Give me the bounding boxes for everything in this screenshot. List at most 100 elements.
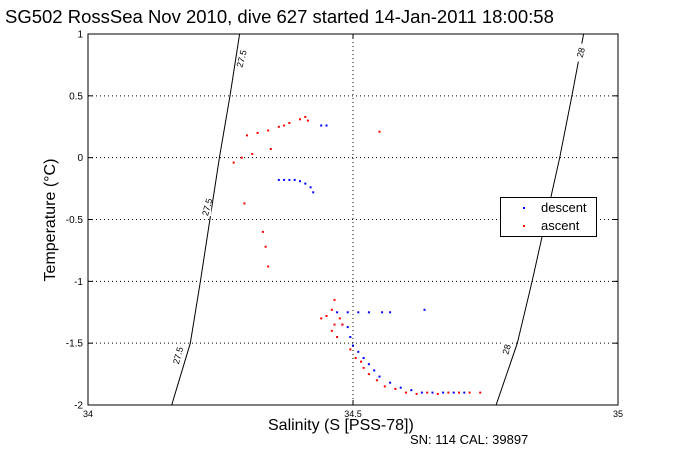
contour-label-bg — [576, 43, 585, 62]
data-point-ascent — [243, 202, 246, 205]
contour-label-bg — [502, 340, 511, 359]
data-point-descent — [336, 311, 339, 314]
data-point-descent — [373, 369, 376, 372]
data-point-ascent — [378, 130, 381, 133]
data-point-descent — [277, 178, 280, 181]
data-point-ascent — [458, 391, 460, 394]
data-point-ascent — [267, 129, 270, 132]
contour-label: 28 — [501, 343, 513, 355]
data-point-descent — [299, 180, 301, 183]
y-tick-label: 0.5 — [69, 91, 83, 102]
data-point-ascent — [354, 357, 357, 359]
footer-text: SN: 114 CAL: 39897 — [410, 432, 529, 447]
data-point-descent — [346, 326, 349, 329]
data-point-ascent — [360, 360, 362, 363]
y-tick-label: 0 — [77, 153, 83, 164]
data-point-ascent — [264, 245, 267, 248]
data-point-descent — [309, 186, 312, 189]
data-point-ascent — [306, 119, 309, 122]
data-point-descent — [423, 308, 426, 311]
data-point-descent — [431, 391, 434, 394]
data-point-ascent — [304, 115, 307, 118]
data-point-descent — [349, 336, 352, 338]
data-point-ascent — [394, 387, 397, 390]
data-point-ascent — [426, 391, 429, 394]
data-point-ascent — [383, 385, 386, 388]
data-point-ascent — [333, 323, 336, 326]
legend-marker-ascent — [523, 225, 525, 227]
contour-label-bg — [203, 198, 212, 217]
data-point-ascent — [375, 379, 378, 382]
chart-title: SG502 RossSea Nov 2010, dive 627 started… — [5, 6, 554, 27]
data-point-descent — [389, 311, 392, 314]
data-point-descent — [367, 311, 370, 314]
data-point-ascent — [267, 265, 270, 268]
data-point-ascent — [336, 336, 339, 338]
x-tick-label: 34 — [83, 409, 93, 419]
data-point-descent — [357, 350, 360, 353]
legend-label-descent: descent — [541, 200, 587, 215]
x-axis-label: Salinity (S [PSS-78]) — [268, 417, 414, 434]
contour-line-27.5 — [171, 33, 241, 406]
data-point-ascent — [232, 161, 235, 164]
data-point-descent — [381, 311, 384, 314]
data-point-ascent — [277, 125, 280, 128]
data-point-ascent — [330, 308, 333, 311]
data-point-descent — [410, 389, 413, 392]
data-point-ascent — [367, 373, 370, 376]
data-point-ascent — [269, 148, 272, 150]
data-point-descent — [357, 311, 360, 314]
data-point-ascent — [320, 317, 323, 320]
data-point-ascent — [447, 391, 450, 394]
axes-box — [87, 33, 619, 406]
data-point-ascent — [468, 391, 471, 394]
legend-marker-descent — [523, 207, 525, 209]
x-tick-label: 35 — [613, 409, 623, 419]
y-tick-label: -1 — [74, 277, 83, 288]
data-point-ascent — [288, 122, 291, 124]
legend-item-ascent: ascent — [501, 218, 596, 234]
data-point-descent — [362, 357, 365, 359]
data-point-descent — [389, 381, 392, 384]
data-point-ascent — [333, 298, 336, 301]
data-point-ascent — [341, 323, 344, 326]
contour-label-bg — [174, 346, 183, 365]
y-tick-label: 1 — [77, 30, 83, 41]
y-axis-label: Temperature (°C) — [42, 158, 59, 282]
data-point-ascent — [349, 348, 352, 351]
data-point-descent — [283, 178, 286, 181]
data-point-descent — [304, 182, 307, 185]
data-point-ascent — [325, 315, 328, 317]
y-tick-label: -2 — [74, 401, 83, 412]
data-point-descent — [346, 311, 349, 314]
contour-label: 27.5 — [200, 197, 214, 217]
data-point-ascent — [362, 366, 365, 369]
y-tick-label: -1.5 — [66, 339, 84, 350]
legend-item-descent: descent — [501, 200, 596, 216]
legend-label-ascent: ascent — [541, 218, 580, 233]
data-point-descent — [293, 178, 296, 181]
contour-label: 28 — [575, 46, 587, 58]
data-point-ascent — [256, 131, 259, 134]
legend: descent ascent — [500, 197, 597, 237]
contour-label: 27.5 — [171, 346, 185, 366]
data-point-ascent — [405, 391, 407, 394]
data-point-ascent — [299, 118, 301, 121]
data-point-descent — [367, 363, 370, 366]
data-point-ascent — [251, 153, 254, 155]
data-point-ascent — [330, 329, 333, 332]
data-point-descent — [452, 391, 455, 394]
data-point-descent — [420, 391, 423, 394]
data-point-descent — [399, 386, 402, 389]
contour-label-bg — [237, 49, 246, 68]
data-point-ascent — [415, 392, 418, 395]
data-point-ascent — [436, 392, 439, 395]
x-tick-label: 34.5 — [344, 409, 362, 419]
data-point-descent — [320, 124, 323, 127]
data-point-descent — [442, 391, 445, 394]
data-point-ascent — [479, 391, 482, 394]
data-point-descent — [463, 391, 466, 394]
data-point-descent — [352, 344, 354, 347]
contour-label: 27.5 — [235, 49, 249, 69]
